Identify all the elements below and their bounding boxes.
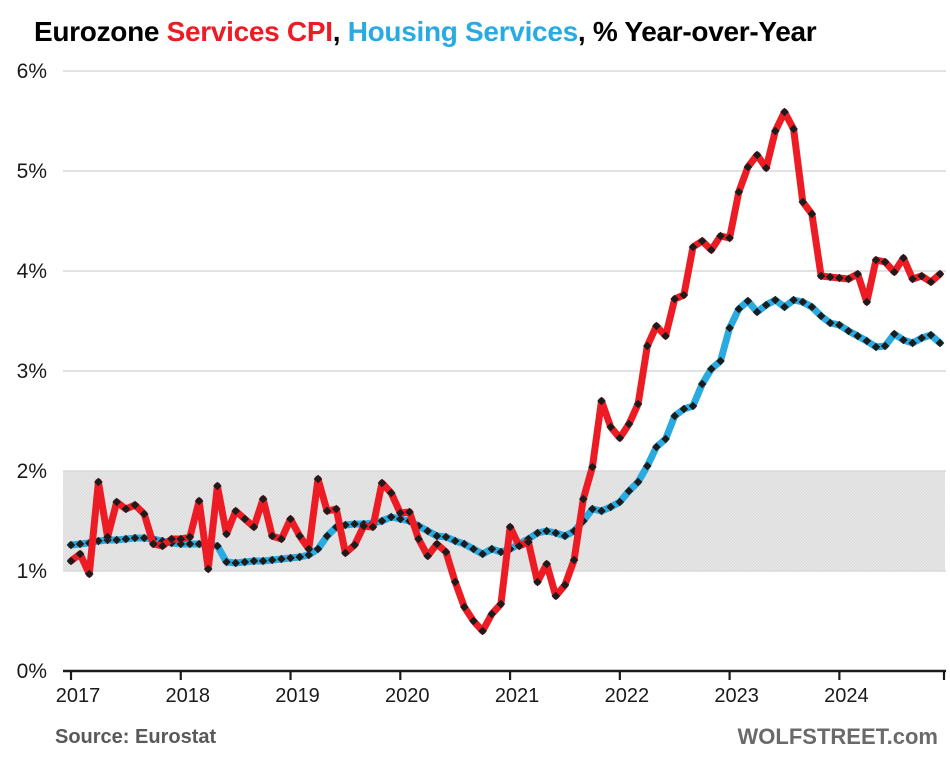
source-note: Source: Eurostat xyxy=(55,726,217,748)
brand-watermark: WOLFSTREET.com xyxy=(737,724,938,749)
services-cpi-line xyxy=(67,108,944,635)
y-axis-labels: 0% 1% 2% 3% 4% 5% 6% xyxy=(17,60,47,683)
title-plain-2: , % Year-over-Year xyxy=(577,16,817,47)
y-tick-label-4pct: 4% xyxy=(17,260,47,283)
data-series xyxy=(66,107,945,636)
title-housing-services: Housing Services xyxy=(347,16,578,47)
x-tick-label-2024: 2024 xyxy=(824,685,869,707)
y-tick-label-6pct: 6% xyxy=(17,60,47,83)
x-axis xyxy=(63,669,946,680)
y-tick-label-5pct: 5% xyxy=(17,160,47,183)
title-comma: , xyxy=(332,16,348,47)
y-tick-label-3pct: 3% xyxy=(17,360,47,383)
chart-title: Eurozone Services CPI, Housing Services,… xyxy=(34,16,817,48)
y-tick-label-1pct: 1% xyxy=(17,560,47,583)
x-tick-label-2020: 2020 xyxy=(385,685,430,707)
title-services-cpi: Services CPI xyxy=(166,16,333,47)
x-tick-label-2022: 2022 xyxy=(605,685,650,707)
title-plain-1: Eurozone xyxy=(34,16,167,47)
x-tick-label-2021: 2021 xyxy=(495,685,540,707)
x-tick-label-2023: 2023 xyxy=(714,685,759,707)
y-tick-label-2pct: 2% xyxy=(17,460,47,483)
x-tick-label-2017: 2017 xyxy=(56,685,101,707)
x-axis-labels: 2017 2018 2019 2020 2021 2022 2023 2024 xyxy=(56,685,869,707)
y-tick-label-0pct: 0% xyxy=(17,660,47,683)
x-tick-label-2019: 2019 xyxy=(275,685,320,707)
x-tick-label-2018: 2018 xyxy=(166,685,211,707)
